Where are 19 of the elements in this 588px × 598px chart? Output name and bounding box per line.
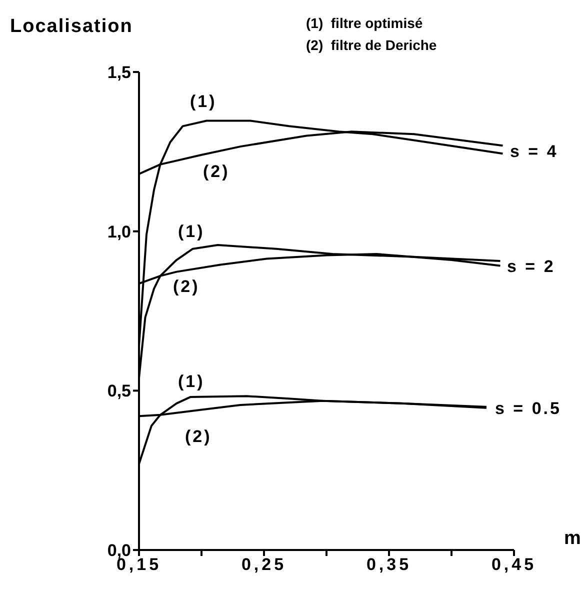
- y-tick-label: 0,5: [107, 382, 131, 401]
- x-tick-label: 0,45: [491, 555, 537, 574]
- y-tick-label: 1,0: [107, 222, 131, 242]
- text: (1) filtre optimisé: [306, 14, 424, 33]
- x-tick-label: 0,35: [366, 555, 412, 574]
- x-tick-label: 0,25: [241, 555, 287, 574]
- annotation: (2): [203, 162, 230, 182]
- annotation: (1): [190, 92, 217, 112]
- y-axis-title: Localisation: [10, 16, 133, 38]
- annotation: (1): [178, 372, 205, 392]
- text: (2) filtre de Deriche: [306, 36, 437, 55]
- annotation: (2): [185, 427, 212, 447]
- annotation: s = 0.5: [495, 399, 562, 419]
- x-axis-title: m: [564, 528, 581, 550]
- annotation: (2): [173, 277, 200, 297]
- y-tick-label: 1,5: [107, 63, 131, 82]
- annotation: s = 4: [510, 142, 558, 162]
- annotation: s = 2: [507, 257, 556, 277]
- annotation: (1): [178, 222, 205, 242]
